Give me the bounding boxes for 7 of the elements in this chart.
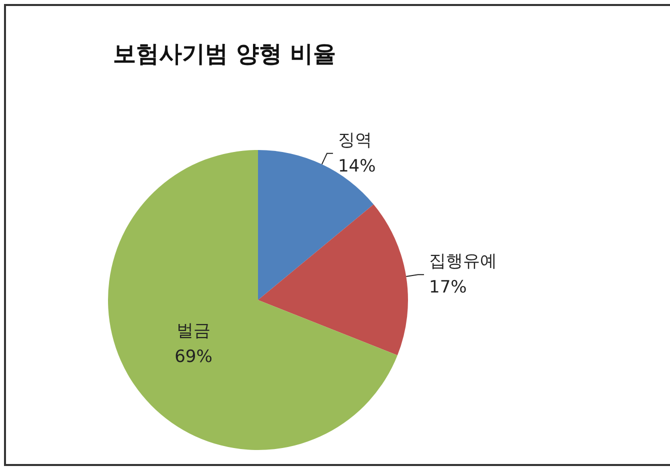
data-label: 14%: [338, 156, 376, 176]
slice-label: 집행유예: [429, 252, 498, 272]
chart-title: 보험사기범 양형 비율: [113, 42, 336, 68]
data-label: 69%: [174, 346, 212, 367]
slice-label: 징역: [338, 130, 372, 150]
slice-label: 벌금: [176, 320, 210, 341]
data-label: 17%: [429, 278, 467, 298]
